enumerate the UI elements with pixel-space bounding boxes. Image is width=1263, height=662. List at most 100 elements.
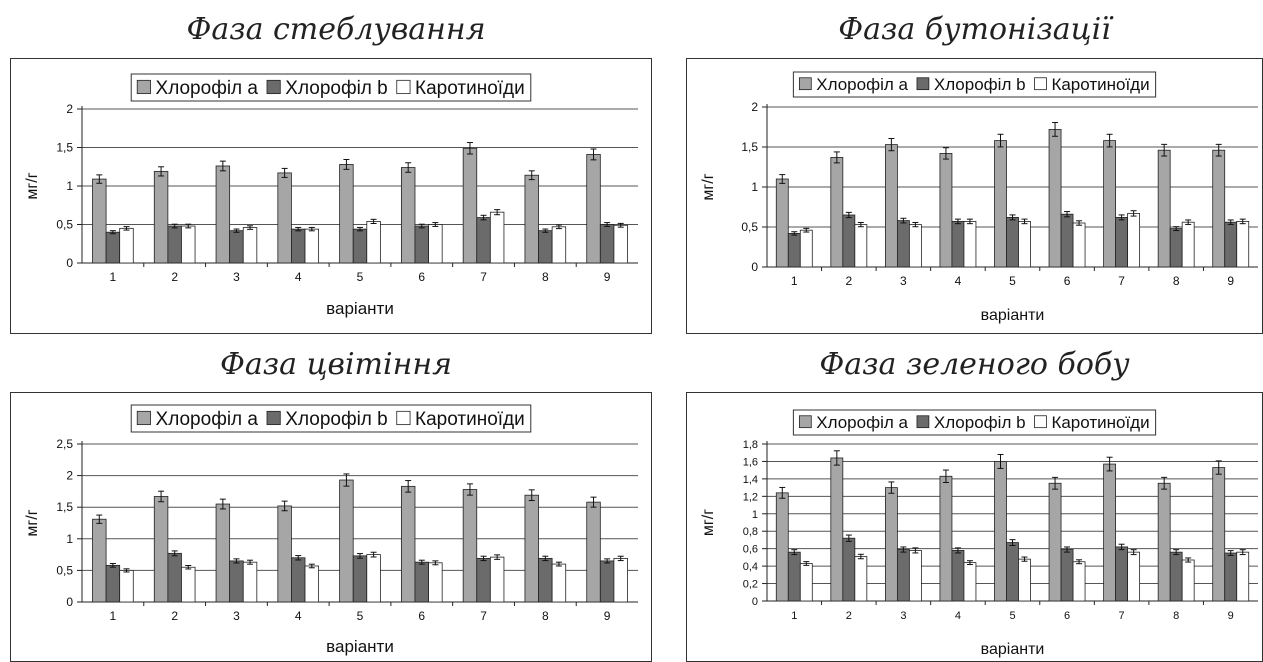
bar	[994, 140, 1007, 268]
bar	[304, 565, 320, 603]
bar	[1236, 551, 1250, 602]
chart-frame	[10, 58, 652, 334]
x-tick-label: 8	[542, 609, 549, 623]
x-tick-label: 5	[1009, 610, 1015, 622]
legend-label: Каротиноїди	[1051, 413, 1149, 432]
bar	[775, 178, 789, 268]
bar	[1006, 216, 1019, 268]
bar	[1048, 482, 1062, 602]
bar	[1224, 552, 1238, 602]
bar	[896, 549, 910, 602]
bar	[105, 231, 121, 264]
x-tick-label: 4	[295, 270, 302, 284]
x-tick-label: 7	[1119, 610, 1125, 622]
bar	[613, 557, 628, 603]
bar	[462, 489, 478, 603]
legend-label: Каротиноїди	[415, 78, 525, 99]
y-tick-label: 1	[752, 509, 758, 521]
bar	[339, 479, 354, 603]
legend-label: Хлорофіл а	[156, 409, 259, 430]
legend: Хлорофіл а Хлорофіл b Каротиноїди	[136, 409, 525, 430]
chart-2-title: Фаза бутонізації	[838, 12, 1111, 47]
y-tick-label: 1	[751, 180, 758, 194]
bar	[1181, 559, 1195, 602]
y-tick-label: 0	[752, 596, 758, 608]
y-tick-label: 1,2	[743, 491, 758, 503]
bar	[153, 170, 169, 264]
legend-label: Каротиноїди	[415, 409, 525, 430]
bar	[414, 561, 429, 603]
bar	[538, 230, 553, 264]
y-tick-label: 1,8	[743, 439, 758, 451]
bar	[229, 560, 244, 603]
y-tick-label: 0	[66, 256, 73, 270]
bar	[339, 164, 354, 264]
legend: Хлорофіл а Хлорофіл b Каротиноїди	[798, 75, 1150, 94]
legend-swatch	[916, 77, 930, 91]
chart-flowering-phase: 0 0,5 1 1,5 2 2,5 1 2 3 4 5 6 7 8 9 варіанти мг/г Хлорофі…	[10, 392, 652, 662]
y-tick-label: 2	[66, 102, 73, 116]
y-axis-title: мг/г	[24, 509, 41, 536]
x-tick-label: 1	[110, 270, 117, 284]
bar	[1018, 558, 1031, 602]
chart-frame	[686, 58, 1263, 334]
legend-swatch	[266, 410, 281, 426]
legend-label: Хлорофіл а	[816, 413, 908, 432]
legend-swatch	[136, 410, 151, 426]
x-tick-label: 3	[233, 609, 240, 623]
bar	[489, 211, 505, 264]
bar	[775, 492, 789, 602]
bar	[524, 174, 539, 264]
x-tick-label: 6	[418, 270, 425, 284]
y-tick-label: 1	[66, 532, 73, 546]
bar	[908, 224, 922, 268]
bar	[1072, 222, 1086, 268]
bar	[1157, 482, 1171, 602]
bar	[1006, 542, 1019, 602]
chart-1-title: Фаза стеблування	[186, 12, 486, 47]
legend-box	[792, 409, 1157, 436]
bar	[119, 569, 134, 603]
bar	[1236, 220, 1250, 268]
x-tick-label: 1	[791, 610, 797, 622]
bar	[586, 154, 601, 264]
bar	[181, 566, 196, 603]
bar	[1103, 463, 1117, 602]
bar	[842, 537, 856, 602]
x-tick-label: 5	[357, 270, 364, 284]
legend-swatch	[1034, 77, 1047, 91]
bar	[1169, 551, 1183, 602]
y-axis-title: мг/г	[700, 173, 717, 200]
x-axis-title: варіанти	[326, 299, 394, 318]
legend-label: Хлорофіл b	[285, 409, 387, 430]
bar	[1115, 546, 1129, 602]
bar	[1127, 551, 1141, 602]
legend-box	[130, 73, 532, 102]
chart-frame	[10, 392, 652, 662]
bar	[215, 165, 231, 264]
x-tick-label: 6	[1064, 610, 1070, 622]
bar	[428, 224, 443, 264]
x-tick-label: 9	[1227, 274, 1234, 288]
bar	[462, 147, 478, 264]
y-tick-label: 0,4	[743, 561, 758, 573]
chart-4-title: Фаза зеленого бобу	[819, 347, 1130, 382]
y-tick-label: 0,8	[743, 526, 758, 538]
x-tick-label: 6	[418, 609, 425, 623]
y-tick-label: 0,5	[56, 563, 73, 577]
x-tick-label: 2	[845, 274, 852, 288]
y-tick-label: 1,5	[56, 500, 73, 514]
x-tick-label: 8	[542, 270, 549, 284]
bar	[1018, 220, 1031, 268]
bar	[229, 230, 244, 264]
y-axis-title: мг/г	[700, 509, 717, 536]
legend-label: Хлорофіл а	[816, 75, 908, 94]
bar	[951, 550, 965, 602]
bar	[787, 232, 801, 268]
bar	[963, 220, 977, 268]
y-tick-label: 1,4	[743, 474, 758, 486]
x-tick-label: 7	[1118, 274, 1125, 288]
x-tick-label: 9	[1228, 610, 1234, 622]
bar	[963, 562, 977, 602]
legend-label: Хлорофіл а	[156, 78, 259, 99]
